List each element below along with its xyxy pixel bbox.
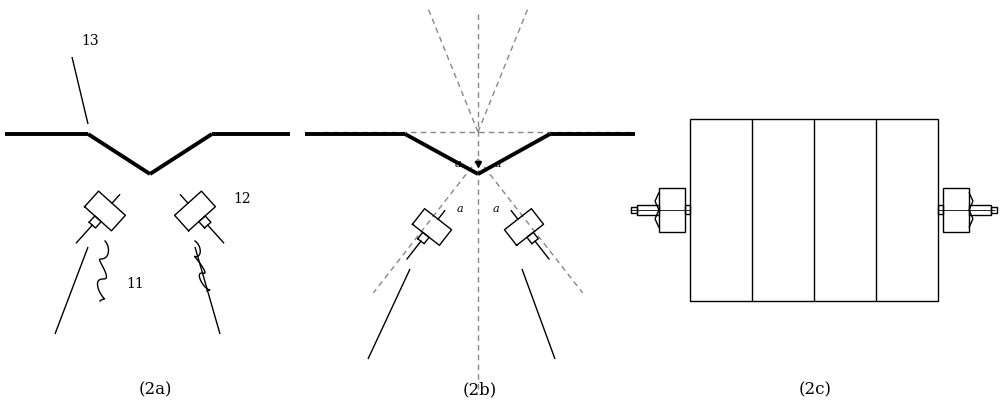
Bar [943,188,969,232]
Bar [690,119,938,301]
Bar [637,205,659,215]
Text: 11: 11 [126,277,144,291]
Text: (2b): (2b) [463,381,497,398]
Text: (2a): (2a) [138,381,172,398]
Text: a: a [457,204,463,214]
Text: a: a [495,159,501,169]
Text: 12: 12 [233,192,251,206]
Bar [685,205,690,215]
Bar [991,207,997,213]
Text: 13: 13 [81,34,99,48]
Bar [659,188,685,232]
Bar [969,205,991,215]
Text: a: a [455,159,461,169]
Text: a: a [493,204,499,214]
Bar [938,205,943,215]
Text: (2c): (2c) [798,381,831,398]
Bar [631,207,637,213]
